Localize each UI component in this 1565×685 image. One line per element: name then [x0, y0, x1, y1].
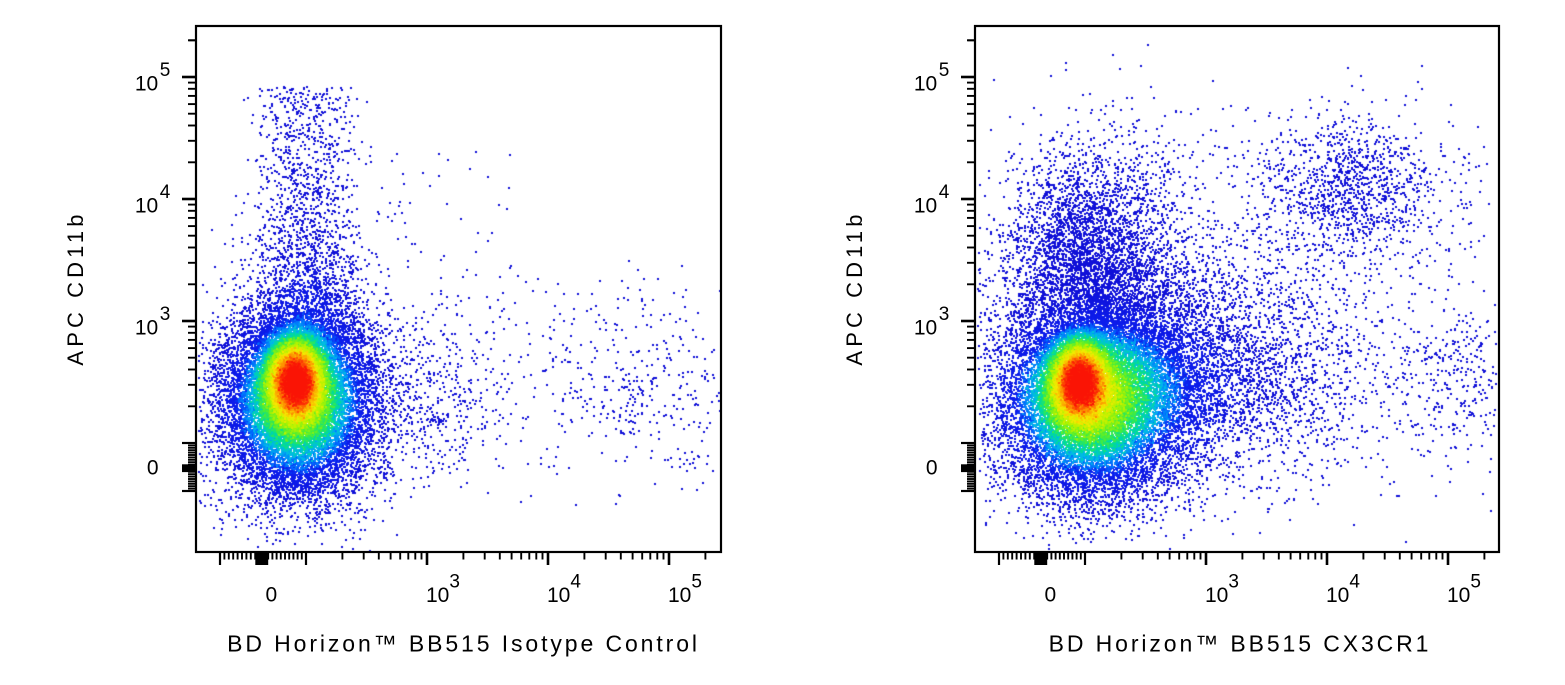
svg-text:5: 5	[939, 60, 950, 81]
svg-text:3: 3	[1228, 572, 1239, 593]
svg-text:5: 5	[160, 60, 171, 81]
svg-text:10: 10	[547, 584, 570, 607]
svg-text:10: 10	[1447, 584, 1470, 607]
svg-text:5: 5	[691, 572, 702, 593]
svg-text:4: 4	[570, 572, 581, 593]
svg-text:4: 4	[1349, 572, 1360, 593]
svg-text:3: 3	[449, 572, 460, 593]
svg-text:10: 10	[135, 195, 158, 218]
svg-text:10: 10	[914, 195, 937, 218]
svg-text:APC CD11b: APC CD11b	[842, 210, 867, 365]
svg-text:0: 0	[926, 457, 938, 480]
svg-text:0: 0	[147, 457, 159, 480]
svg-text:10: 10	[426, 584, 449, 607]
svg-text:10: 10	[668, 584, 691, 607]
svg-text:0: 0	[1045, 584, 1057, 607]
svg-text:10: 10	[135, 317, 158, 340]
svg-text:10: 10	[914, 317, 937, 340]
svg-text:10: 10	[135, 73, 158, 96]
svg-text:BD Horizon™ BB515 CX3CR1: BD Horizon™ BB515 CX3CR1	[1049, 631, 1432, 657]
svg-text:10: 10	[914, 73, 937, 96]
svg-text:APC CD11b: APC CD11b	[63, 210, 88, 365]
svg-text:5: 5	[1470, 572, 1481, 593]
svg-text:3: 3	[939, 304, 950, 325]
svg-text:4: 4	[939, 182, 950, 203]
svg-text:3: 3	[160, 304, 171, 325]
svg-text:10: 10	[1205, 584, 1228, 607]
svg-text:10: 10	[1326, 584, 1349, 607]
svg-text:BD Horizon™ BB515 Isotype Cont: BD Horizon™ BB515 Isotype Control	[227, 631, 700, 657]
svg-text:4: 4	[160, 182, 171, 203]
svg-text:0: 0	[266, 584, 278, 607]
